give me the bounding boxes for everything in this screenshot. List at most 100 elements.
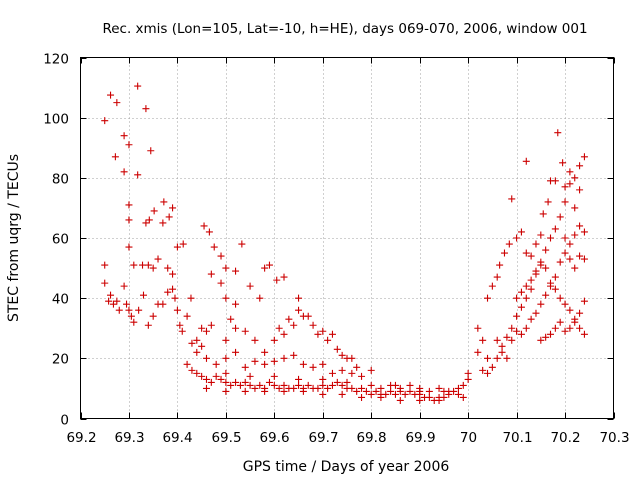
data-point xyxy=(183,312,191,320)
data-point xyxy=(391,390,399,398)
data-point xyxy=(571,318,579,326)
data-point xyxy=(513,327,521,335)
data-point xyxy=(295,375,303,383)
data-point xyxy=(576,309,584,317)
data-point xyxy=(222,354,230,362)
data-point xyxy=(198,324,206,332)
y-tick-label: 0 xyxy=(60,413,69,429)
data-point xyxy=(343,378,351,386)
data-point xyxy=(547,279,555,287)
data-point xyxy=(285,315,293,323)
data-point xyxy=(280,387,288,395)
data-point xyxy=(295,294,303,302)
data-point xyxy=(537,258,545,266)
data-point xyxy=(542,291,550,299)
data-point xyxy=(261,264,269,272)
data-point xyxy=(561,198,569,206)
data-point xyxy=(367,366,375,374)
data-point xyxy=(406,387,414,395)
data-point xyxy=(160,198,168,206)
data-point xyxy=(111,153,119,161)
data-point xyxy=(202,354,210,362)
data-point xyxy=(101,279,109,287)
data-point xyxy=(527,252,535,260)
data-point xyxy=(508,195,516,203)
data-point xyxy=(324,384,332,392)
data-point xyxy=(566,306,574,314)
data-point xyxy=(459,393,467,401)
y-tick-label: 20 xyxy=(52,352,69,368)
data-point xyxy=(517,288,525,296)
data-point xyxy=(178,327,186,335)
data-point xyxy=(532,240,540,248)
data-point xyxy=(387,387,395,395)
data-point xyxy=(333,345,341,353)
data-point xyxy=(120,168,128,176)
data-point xyxy=(556,213,564,221)
data-point xyxy=(145,216,153,224)
data-point xyxy=(425,393,433,401)
data-point xyxy=(517,330,525,338)
data-point xyxy=(561,249,569,257)
data-point xyxy=(445,387,453,395)
data-point xyxy=(309,363,317,371)
data-point xyxy=(416,387,424,395)
data-point xyxy=(256,294,264,302)
data-point xyxy=(130,318,138,326)
data-point xyxy=(508,324,516,332)
data-point xyxy=(580,297,588,305)
data-point xyxy=(367,390,375,398)
data-point xyxy=(179,240,187,248)
data-point xyxy=(241,378,249,386)
data-point xyxy=(488,363,496,371)
data-point xyxy=(401,390,409,398)
data-point xyxy=(142,105,150,113)
data-point xyxy=(503,354,511,362)
data-point xyxy=(576,222,584,230)
data-point xyxy=(222,264,230,272)
data-point xyxy=(246,381,254,389)
data-point xyxy=(554,129,562,137)
data-point xyxy=(123,300,131,308)
data-point xyxy=(125,201,133,209)
data-point xyxy=(561,300,569,308)
data-point xyxy=(280,273,288,281)
data-point xyxy=(576,252,584,260)
data-point xyxy=(493,336,501,344)
x-tick-label: 69.2 xyxy=(66,430,96,446)
data-point xyxy=(149,312,157,320)
data-point xyxy=(566,180,574,188)
data-point xyxy=(101,117,109,125)
data-point xyxy=(241,363,249,371)
chart-title: Rec. xmis (Lon=105, Lat=-10, h=HE), days… xyxy=(102,21,587,37)
x-tick-label: 69.3 xyxy=(114,430,144,446)
data-point xyxy=(406,381,414,389)
data-point xyxy=(484,354,492,362)
data-point xyxy=(280,330,288,338)
data-point xyxy=(319,327,327,335)
data-point xyxy=(493,354,501,362)
data-point xyxy=(295,306,303,314)
data-point xyxy=(566,255,574,263)
data-point xyxy=(517,303,525,311)
data-point xyxy=(198,342,206,350)
data-point xyxy=(532,267,540,275)
data-point xyxy=(353,363,361,371)
data-point xyxy=(493,273,501,281)
data-point xyxy=(348,354,356,362)
data-point xyxy=(227,315,235,323)
data-point xyxy=(169,285,177,293)
data-point xyxy=(547,234,555,242)
data-point xyxy=(202,384,210,392)
data-point xyxy=(222,378,230,386)
data-point xyxy=(127,312,135,320)
data-point xyxy=(338,390,346,398)
data-point xyxy=(522,249,530,257)
data-point xyxy=(537,231,545,239)
data-point xyxy=(498,348,506,356)
data-point xyxy=(556,258,564,266)
plot-frame xyxy=(80,57,614,419)
data-point xyxy=(107,91,115,99)
data-point xyxy=(222,294,230,302)
x-tick-label: 69.4 xyxy=(162,430,192,446)
